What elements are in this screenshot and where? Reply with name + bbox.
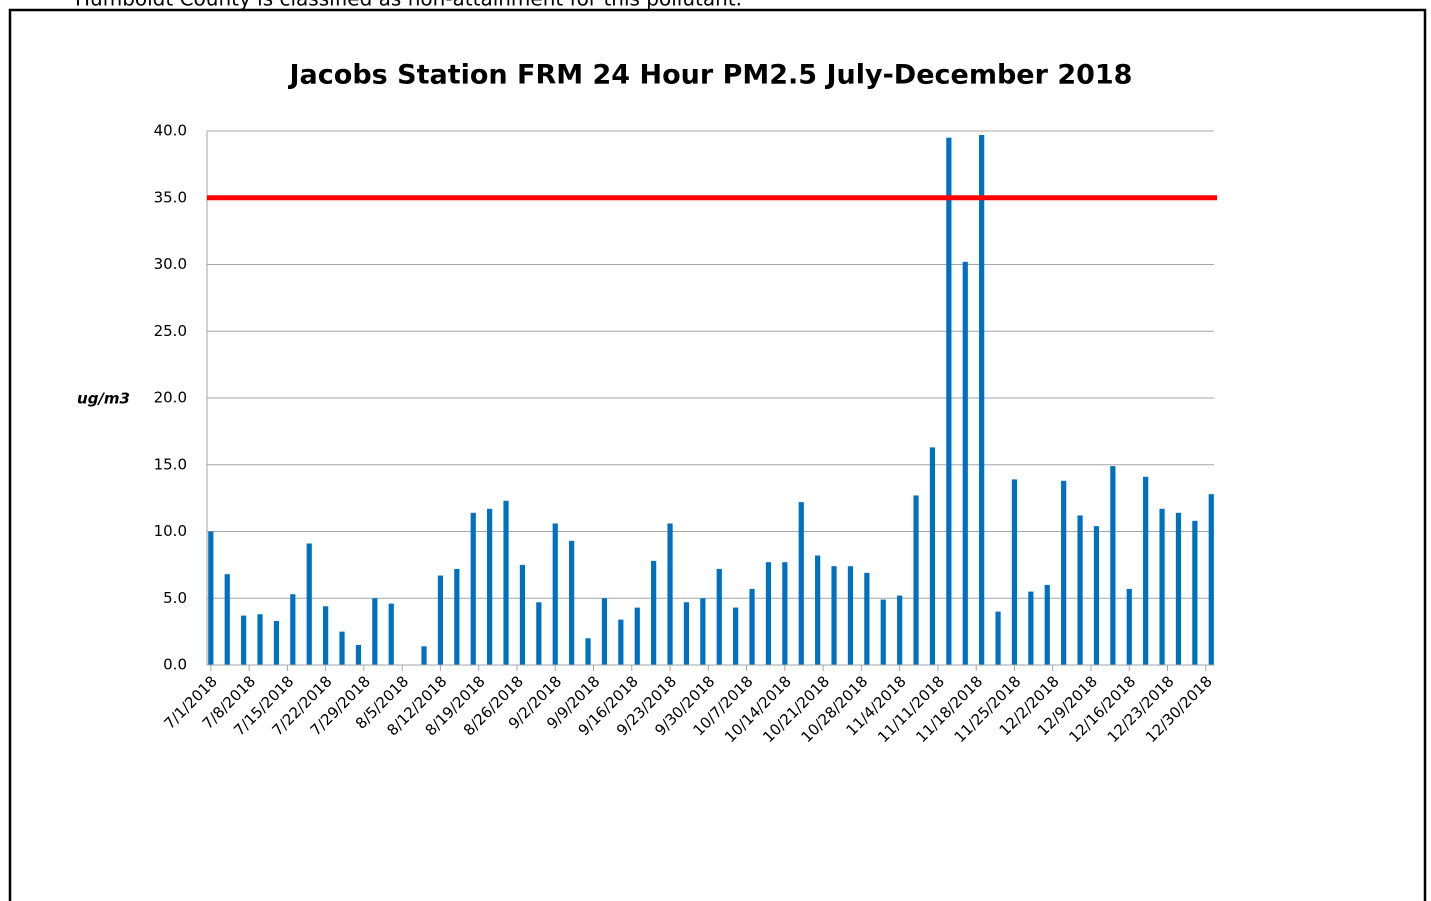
chart-title: Jacobs Station FRM 24 Hour PM2.5 July-De… xyxy=(288,60,1133,91)
bar xyxy=(1208,494,1214,665)
y-tick-label: 30.0 xyxy=(154,255,187,273)
bar xyxy=(503,500,509,665)
bar xyxy=(765,562,772,665)
bar xyxy=(1044,584,1050,665)
bar xyxy=(962,261,968,665)
bar xyxy=(897,595,903,665)
bar xyxy=(355,644,362,665)
bar xyxy=(454,568,460,665)
bar xyxy=(437,575,444,665)
bar xyxy=(733,607,739,665)
bar xyxy=(634,607,640,665)
bar xyxy=(257,614,263,665)
y-axis-label: ug/m3 xyxy=(77,390,130,408)
bar xyxy=(1126,588,1132,665)
bar xyxy=(700,598,706,665)
bar xyxy=(1061,480,1067,665)
bar xyxy=(470,512,476,665)
bar xyxy=(224,574,230,665)
bar xyxy=(782,562,788,665)
y-tick-label: 25.0 xyxy=(154,322,187,340)
bar xyxy=(601,598,608,665)
bar xyxy=(208,531,214,665)
bar xyxy=(519,564,526,665)
bar xyxy=(815,555,821,665)
bar xyxy=(569,540,575,665)
bar xyxy=(749,588,755,665)
bar xyxy=(1143,476,1149,665)
y-tick-label: 15.0 xyxy=(154,455,187,473)
y-tick-label: 5.0 xyxy=(163,589,187,607)
y-tick-label: 35.0 xyxy=(154,188,187,206)
bar xyxy=(913,495,919,665)
y-tick-label: 40.0 xyxy=(154,122,187,140)
bar xyxy=(536,602,542,665)
bar xyxy=(651,560,657,665)
bar xyxy=(847,566,854,665)
bar xyxy=(995,611,1001,665)
bar xyxy=(683,602,690,665)
bar xyxy=(1110,466,1116,665)
bar xyxy=(290,594,296,665)
bar xyxy=(372,598,378,665)
intro-text: Humboldt County is classified as non-att… xyxy=(75,0,742,11)
bar xyxy=(323,606,329,665)
bar xyxy=(273,620,280,665)
bar xyxy=(946,137,952,666)
bar xyxy=(667,523,673,665)
bar xyxy=(306,543,312,665)
bar xyxy=(929,447,936,665)
bar xyxy=(618,619,624,665)
y-tick-label: 10.0 xyxy=(154,522,187,540)
y-tick-label: 20.0 xyxy=(154,389,187,407)
bar xyxy=(1011,479,1018,665)
bar xyxy=(880,599,886,665)
bar xyxy=(421,646,427,665)
bar xyxy=(241,615,247,665)
bar xyxy=(487,508,493,665)
bar xyxy=(979,135,985,665)
bar xyxy=(1192,520,1198,665)
bar xyxy=(339,631,345,665)
bar xyxy=(864,572,870,665)
bar xyxy=(388,603,394,665)
bar xyxy=(585,638,591,665)
bar xyxy=(716,568,722,665)
y-tick-label: 0.0 xyxy=(163,656,187,674)
bar xyxy=(552,523,558,665)
bar xyxy=(1077,515,1083,665)
bar xyxy=(1159,508,1165,665)
bar xyxy=(1028,591,1034,665)
bar xyxy=(1093,526,1100,665)
chart-frame xyxy=(8,8,1427,901)
bar xyxy=(798,502,804,665)
bar xyxy=(831,566,837,665)
bar xyxy=(1175,512,1182,665)
